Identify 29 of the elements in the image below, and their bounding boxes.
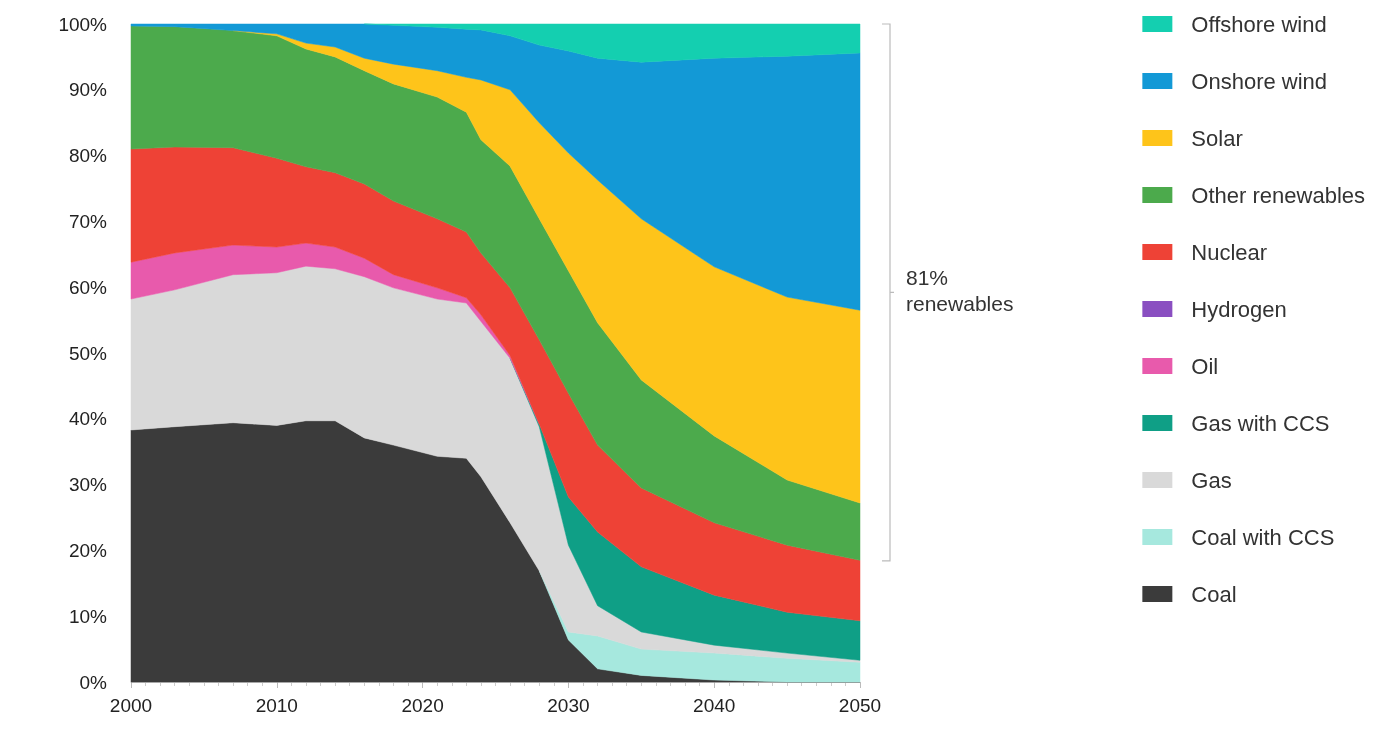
legend-label: Coal with CCS (1191, 524, 1335, 550)
legend-label: Hydrogen (1191, 296, 1287, 322)
legend-label: Solar (1191, 125, 1243, 151)
legend-label: Coal (1191, 581, 1237, 607)
x-tick-label: 2010 (255, 695, 298, 716)
y-tick-label: 30% (68, 474, 108, 496)
y-tick-label: 10% (68, 605, 108, 627)
y-tick-label: 50% (68, 342, 108, 364)
x-tick-label: 2030 (547, 695, 590, 716)
y-tick-label: 90% (68, 79, 108, 101)
legend-label: Gas with CCS (1191, 410, 1330, 436)
y-tick-label: 60% (68, 276, 108, 298)
x-tick-label: 2000 (109, 695, 153, 716)
y-tick-label: 70% (68, 210, 108, 232)
annotation: 81% renewables (906, 265, 1015, 318)
legend-label: Onshore wind (1191, 68, 1328, 94)
legend-label: Gas (1191, 467, 1232, 493)
y-tick-label: 40% (68, 408, 108, 430)
legend-label: Other renewables (1191, 182, 1366, 208)
legend-label: Oil (1191, 353, 1219, 379)
x-tick-label: 2040 (693, 695, 736, 716)
y-tick-label: 100% (58, 13, 108, 35)
legend-label: Offshore wind (1191, 11, 1327, 37)
y-tick-label: 80% (68, 145, 108, 167)
y-tick-label: 20% (68, 539, 108, 561)
y-tick-label: 0% (79, 671, 108, 693)
x-tick-label: 2050 (838, 695, 882, 716)
legend-label: Nuclear (1191, 239, 1268, 265)
x-tick-label: 2020 (401, 695, 444, 716)
